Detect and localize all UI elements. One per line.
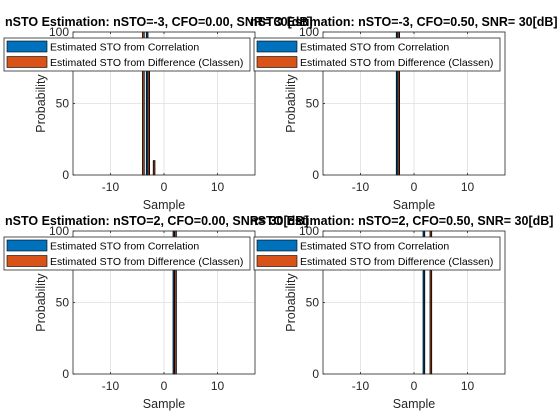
legend-entry: Estimated STO from Correlation xyxy=(300,241,449,253)
x-tick-label: -10 xyxy=(102,180,120,194)
legend-swatch xyxy=(6,255,48,267)
x-tick-label: 0 xyxy=(161,379,168,393)
y-axis-label: Probability xyxy=(284,74,298,133)
y-tick-label: 0 xyxy=(62,367,69,381)
y-tick-label: 0 xyxy=(62,168,69,182)
legend-swatch xyxy=(6,40,48,53)
legend-swatch xyxy=(256,40,298,53)
y-tick-label: 50 xyxy=(306,97,320,111)
legend-swatch xyxy=(256,255,298,267)
chart-title: nSTO Estimation: nSTO=2, CFO=0.00, SNR= … xyxy=(5,214,308,228)
y-axis-label: Probability xyxy=(34,273,48,332)
legend-entry: Estimated STO from Difference (Classen) xyxy=(50,57,243,69)
y-axis-label: Probability xyxy=(34,74,48,133)
x-tick-label: -10 xyxy=(352,379,370,393)
bar-classen-x-2 xyxy=(152,160,156,176)
chart-title: nSTO Estimation: nSTO=-3, CFO=0.50, SNR=… xyxy=(250,15,558,29)
legend-swatch xyxy=(6,239,48,252)
legend: Estimated STO from Correlation Estimated … xyxy=(253,236,501,271)
legend-entry: Estimated STO from Correlation xyxy=(300,42,449,54)
x-tick-label: 10 xyxy=(211,379,225,393)
legend-entry: Estimated STO from Correlation xyxy=(50,241,199,253)
x-axis-label: Sample xyxy=(143,397,185,411)
y-tick-label: 0 xyxy=(312,367,319,381)
y-tick-label: 50 xyxy=(56,296,70,310)
legend-swatch xyxy=(256,239,298,252)
x-tick-label: 10 xyxy=(461,180,475,194)
legend-entry: Estimated STO from Difference (Classen) xyxy=(50,256,243,268)
y-tick-label: 100 xyxy=(49,25,69,39)
y-tick-label: 0 xyxy=(312,168,319,182)
y-tick-label: 50 xyxy=(56,97,70,111)
x-axis-label: Sample xyxy=(393,397,435,411)
y-axis-label: Probability xyxy=(284,273,298,332)
chart-title: nSTO Estimation: nSTO=2, CFO=0.50, SNR= … xyxy=(250,214,553,228)
x-axis-label: Sample xyxy=(393,198,435,212)
legend-swatch xyxy=(256,56,298,68)
chart-title: nSTO Estimation: nSTO=-3, CFO=0.00, SNR=… xyxy=(5,15,313,29)
legend-entry: Estimated STO from Difference (Classen) xyxy=(300,256,493,268)
legend-swatch xyxy=(6,56,48,68)
x-tick-label: -10 xyxy=(352,180,370,194)
y-tick-label: 100 xyxy=(299,25,319,39)
legend-entry: Estimated STO from Difference (Classen) xyxy=(300,57,493,69)
x-tick-label: 10 xyxy=(211,180,225,194)
y-tick-label: 100 xyxy=(299,224,319,238)
x-tick-label: 0 xyxy=(411,379,418,393)
x-axis-label: Sample xyxy=(143,198,185,212)
legend: Estimated STO from Correlation Estimated … xyxy=(3,236,251,271)
legend: Estimated STO from Correlation Estimated … xyxy=(3,37,251,72)
x-tick-label: -10 xyxy=(102,379,120,393)
x-tick-label: 0 xyxy=(411,180,418,194)
x-tick-label: 10 xyxy=(461,379,475,393)
y-tick-label: 50 xyxy=(306,296,320,310)
legend: Estimated STO from Correlation Estimated … xyxy=(253,37,501,72)
legend-entry: Estimated STO from Correlation xyxy=(50,42,199,54)
y-tick-label: 100 xyxy=(49,224,69,238)
x-tick-label: 0 xyxy=(161,180,168,194)
